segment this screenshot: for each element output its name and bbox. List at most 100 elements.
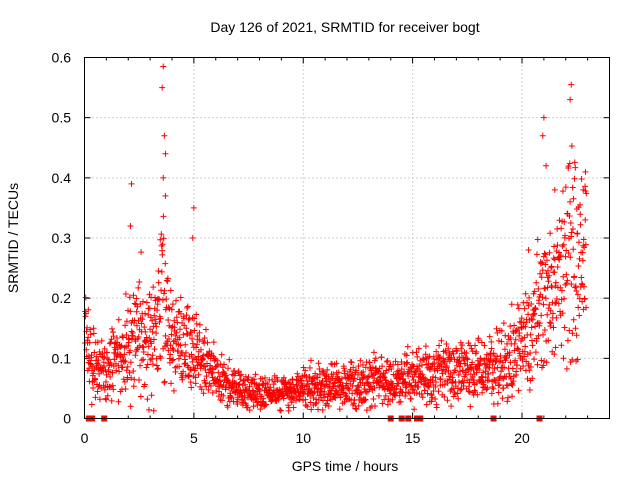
data-point [574,356,581,363]
data-point [515,387,522,394]
data-point [379,400,386,407]
data-point [316,371,323,378]
data-point [357,389,364,396]
data-point [460,379,467,386]
data-point [357,357,364,364]
data-point [196,336,203,343]
data-point [203,383,210,390]
data-point [193,311,200,318]
data-point [152,294,159,301]
data-point [437,376,444,383]
data-point [330,371,337,378]
data-point [184,303,191,310]
data-point [150,336,157,343]
data-point [551,243,558,250]
data-point [355,363,362,370]
data-point [94,388,101,395]
data-point [101,363,108,370]
data-point [378,354,385,361]
data-point [161,379,168,386]
data-point [234,400,241,407]
data-point [183,349,189,356]
data-point [173,314,180,321]
data-point [525,360,532,367]
data-point [541,358,548,365]
data-point [407,383,414,390]
data-point [416,363,423,370]
data-point [404,343,411,350]
data-point [563,271,570,278]
data-point [561,218,568,225]
data-point [536,322,543,329]
data-point [321,388,328,395]
data-point [207,382,214,389]
data-point [552,279,559,286]
data-point [319,407,326,414]
data-point [371,384,378,391]
data-point [246,407,253,414]
data-point [218,397,225,404]
data-point [161,132,168,139]
data-point [126,336,133,343]
data-point [338,375,345,382]
data-point [192,374,199,381]
data-point [539,294,546,301]
data-point [498,338,505,345]
data-point [433,404,440,411]
data-point [362,396,369,403]
data-point [544,267,551,274]
data-point [511,322,518,329]
data-point [140,348,147,355]
data-point [181,361,188,368]
data-point [370,395,377,402]
data-point [228,395,235,402]
data-point [582,216,589,223]
data-point [569,184,576,191]
data-point [473,369,480,376]
data-point [163,296,170,303]
data-point [148,392,155,399]
data-point [123,367,130,374]
data-point [129,332,136,339]
data-point [335,369,342,376]
data-point [569,225,576,232]
data-point [506,370,513,377]
data-point [422,343,429,350]
data-point [109,369,116,376]
data-point [516,329,523,336]
data-point [136,377,143,384]
data-point [304,403,311,410]
data-point [372,355,379,362]
data-point [524,375,531,382]
data-point [236,381,243,388]
data-point [146,334,153,341]
data-point [521,353,528,360]
data-point [489,369,496,376]
data-point [488,390,495,397]
data-point [439,370,446,377]
data-point [306,364,313,371]
data-point [167,342,174,349]
data-point [495,382,502,389]
data-point [540,362,547,369]
data-point [398,388,405,395]
data-point [454,390,461,397]
data-point [85,334,92,341]
data-point [571,159,578,166]
data-point [378,379,385,386]
data-point [302,402,309,409]
data-point [176,334,183,341]
data-point [180,315,187,322]
x-tick-label: 10 [295,430,311,446]
plot-frame [84,57,610,419]
data-point [496,381,503,388]
data-point [144,351,151,358]
data-point [526,387,533,394]
data-point [232,370,239,377]
data-point [90,325,97,332]
data-point [200,390,207,397]
data-point [122,322,129,329]
chart-title: Day 126 of 2021, SRMTID for receiver bog… [210,19,479,35]
data-point [581,295,588,302]
data-point [541,326,548,333]
